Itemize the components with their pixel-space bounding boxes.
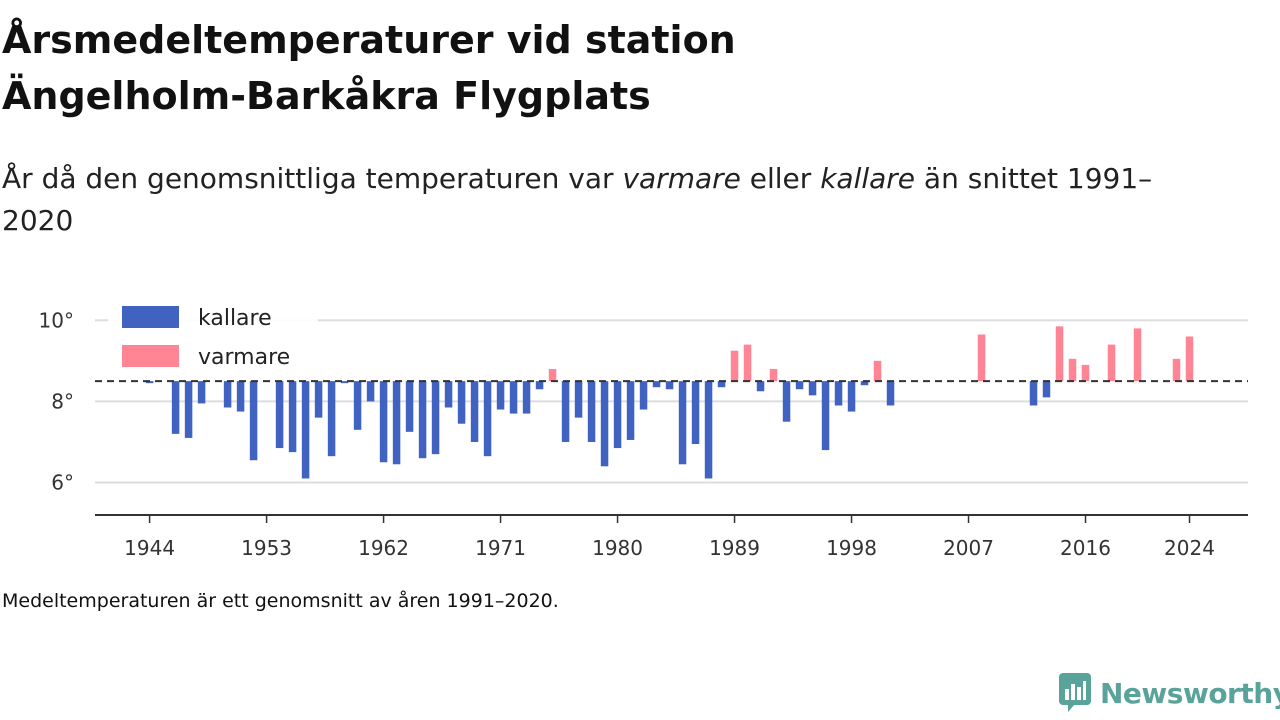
bar-chart: 6° 8° 10° 1944 1953 1962 1971 1980 1989 1998 2007 2… <box>39 304 1248 560</box>
bar-kallare <box>600 381 609 467</box>
bar-kallare <box>756 381 765 392</box>
x-tick-label: 1953 <box>241 536 292 560</box>
bar-kallare <box>691 381 700 445</box>
bar-kallare <box>171 381 180 434</box>
legend-label-varmare: varmare <box>198 345 290 370</box>
bar-kallare <box>301 381 310 479</box>
bar-kallare <box>1029 381 1038 406</box>
footnote: Medeltemperaturen är ett genomsnitt av å… <box>2 590 559 612</box>
bar-kallare <box>457 381 466 424</box>
bar-kallare <box>613 381 622 449</box>
bar-kallare <box>717 381 726 388</box>
y-tick-label: 6° <box>51 471 74 495</box>
x-tick-label: 1989 <box>709 536 760 560</box>
bar-varmare <box>548 368 557 382</box>
bar-kallare <box>704 381 713 479</box>
bar-kallare <box>223 381 232 408</box>
bar-kallare <box>574 381 583 418</box>
bar-varmare <box>1055 326 1064 382</box>
bar-kallare <box>431 381 440 455</box>
bar-kallare <box>327 381 336 457</box>
bar-kallare <box>353 381 362 430</box>
x-tick-label: 2007 <box>943 536 994 560</box>
bar-kallare <box>288 381 297 453</box>
bar-kallare <box>392 381 401 465</box>
x-tick-label: 1998 <box>826 536 877 560</box>
legend-swatch-kallare <box>122 306 179 328</box>
bar-kallare <box>587 381 596 442</box>
subtitle-emphasis-varmare: varmare <box>622 162 741 195</box>
bar-kallare <box>275 381 284 449</box>
title-line-2: Ängelholm-Barkåkra Flygplats <box>2 74 651 118</box>
x-tick-label: 1944 <box>124 536 175 560</box>
bar-kallare <box>184 381 193 438</box>
bar-varmare <box>1185 336 1194 382</box>
bar-kallare <box>639 381 648 410</box>
bar-kallare <box>249 381 258 461</box>
bar-kallare <box>405 381 414 432</box>
bar-kallare <box>470 381 479 442</box>
legend-label-kallare: kallare <box>198 306 272 331</box>
x-tick-label: 1971 <box>475 536 526 560</box>
x-tick-label: 1962 <box>358 536 409 560</box>
bar-kallare <box>379 381 388 463</box>
newsworthy-logo[interactable]: Newsworthy <box>1058 670 1280 716</box>
bar-kallare <box>340 381 349 384</box>
bar-kallare <box>821 381 830 451</box>
newsworthy-logo-text: Newsworthy <box>1100 676 1280 710</box>
chart-title: Årsmedeltemperaturer vid station Ängelho… <box>2 12 1102 124</box>
title-line-1: Årsmedeltemperaturer vid station <box>2 18 736 62</box>
bar-kallare <box>496 381 505 410</box>
bar-kallare <box>145 381 154 384</box>
x-tick-label: 2024 <box>1164 536 1215 560</box>
bar-kallare <box>678 381 687 465</box>
bar-kallare <box>561 381 570 442</box>
bar-kallare <box>860 381 869 386</box>
bar-kallare <box>444 381 453 408</box>
x-tick-label: 1980 <box>592 536 643 560</box>
bar-kallare <box>522 381 531 414</box>
subtitle-text-2: eller <box>740 162 821 195</box>
bar-varmare <box>743 344 752 382</box>
bar-varmare <box>977 334 986 382</box>
y-tick-label: 8° <box>51 389 74 413</box>
bar-kallare <box>535 381 544 390</box>
bar-kallare <box>418 381 427 459</box>
bar-varmare <box>873 360 882 382</box>
bar-varmare <box>1172 358 1181 382</box>
chart-subtitle: År då den genomsnittliga temperaturen va… <box>2 158 1222 242</box>
subtitle-text-1: År då den genomsnittliga temperaturen va… <box>2 162 623 195</box>
bar-varmare <box>1081 364 1090 382</box>
bar-varmare <box>1133 328 1142 382</box>
bar-kallare <box>808 381 817 396</box>
bar-kallare <box>236 381 245 412</box>
legend-swatch-varmare <box>122 345 179 367</box>
x-tick-label: 2016 <box>1060 536 1111 560</box>
y-tick-label: 10° <box>39 308 74 332</box>
bar-kallare <box>483 381 492 457</box>
bar-kallare <box>509 381 518 414</box>
bar-kallare <box>314 381 323 418</box>
bar-kallare <box>626 381 635 440</box>
subtitle-text-3: än snittet 1991–2020 <box>2 162 1153 237</box>
bar-kallare <box>1042 381 1051 398</box>
bar-varmare <box>769 368 778 382</box>
bar-kallare <box>366 381 375 402</box>
bar-varmare <box>730 350 739 382</box>
bar-kallare <box>197 381 206 404</box>
subtitle-emphasis-kallare: kallare <box>820 162 916 195</box>
bar-kallare <box>847 381 856 412</box>
bar-kallare <box>652 381 661 388</box>
bar-varmare <box>1107 344 1116 382</box>
bar-kallare <box>665 381 674 390</box>
bar-kallare <box>782 381 791 422</box>
bar-kallare <box>834 381 843 406</box>
newsworthy-logo-icon <box>1059 673 1091 712</box>
bar-varmare <box>1068 358 1077 382</box>
bar-kallare <box>795 381 804 390</box>
bar-kallare <box>886 381 895 406</box>
